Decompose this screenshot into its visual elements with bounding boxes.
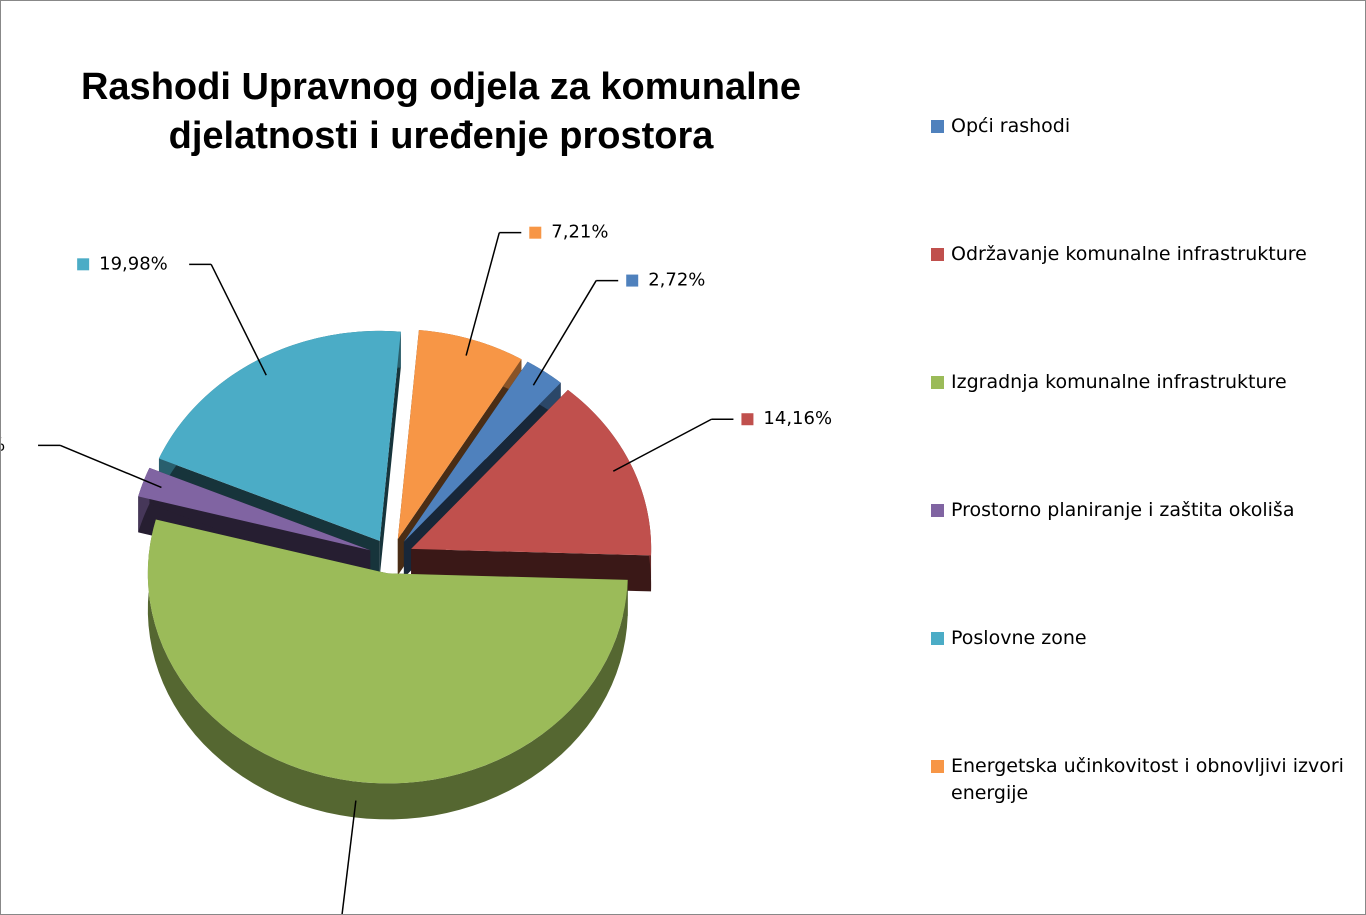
legend-key	[931, 120, 944, 133]
label-key	[529, 226, 542, 239]
slice-side	[379, 331, 401, 577]
legend-entry: Izgradnja komunalne infrastrukture	[931, 369, 1365, 396]
label-key	[741, 413, 754, 426]
legend-key	[931, 248, 944, 261]
data-label: 2,29%	[1, 434, 5, 455]
slice	[403, 361, 561, 542]
legend-key	[931, 632, 944, 645]
leader-line	[210, 263, 267, 376]
slice	[147, 519, 628, 784]
data-label: 2,72%	[648, 270, 705, 291]
leader-line	[612, 418, 712, 472]
label-key	[77, 258, 90, 271]
data-label: 19,98%	[99, 253, 168, 274]
legend-key	[931, 504, 944, 517]
slice	[138, 467, 371, 551]
label-key	[626, 274, 639, 287]
leader-line	[59, 444, 162, 489]
legend-label: Poslovne zone	[951, 627, 1087, 649]
legend-label: Održavanje komunalne infrastrukture	[951, 243, 1307, 265]
legend-label: Izgradnja komunalne infrastrukture	[951, 371, 1287, 393]
legend-entry: Prostorno planiranje i zaštita okoliša	[931, 497, 1365, 524]
legend-entry: Opći rashodi	[931, 113, 1365, 140]
legend-key	[931, 760, 944, 773]
slice	[397, 330, 522, 540]
legend-label: Energetska učinkovitost i obnovljivi izv…	[951, 755, 1344, 804]
chart-title: Rashodi Upravnog odjela za komunalne dje…	[80, 66, 801, 158]
leader-line	[465, 232, 501, 356]
legend-key	[931, 376, 944, 389]
leader-line	[341, 800, 357, 914]
legend-entry: Energetska učinkovitost i obnovljivi izv…	[931, 753, 1365, 806]
legend-entry: Poslovne zone	[931, 625, 1365, 652]
legend-entry: Održavanje komunalne infrastrukture	[931, 241, 1365, 268]
data-label: 7,21%	[551, 222, 608, 243]
slice	[158, 330, 401, 541]
legend-label: Prostorno planiranje i zaštita okoliša	[951, 499, 1295, 521]
slice	[411, 389, 652, 556]
data-label: 14,16%	[763, 408, 832, 429]
leader-line	[532, 280, 597, 386]
legend-label: Opći rashodi	[951, 115, 1071, 137]
